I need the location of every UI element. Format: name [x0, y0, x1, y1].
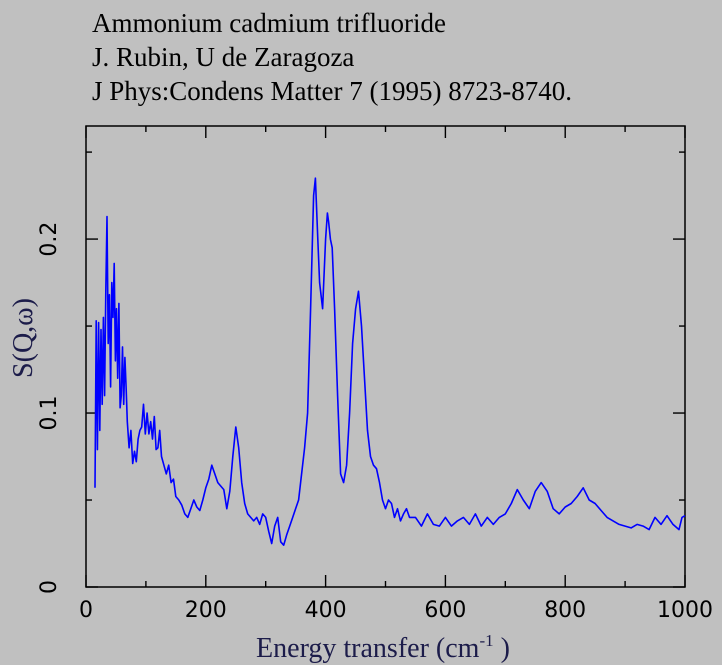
x-axis-label-main: Energy transfer (cm: [256, 633, 480, 664]
x-axis-label-superscript: -1: [479, 631, 493, 650]
x-tick-label: 800: [544, 598, 586, 623]
chart-subtitle-line-2: J Phys:Condens Matter 7 (1995) 8723-8740…: [92, 76, 572, 106]
axis-ticks: [85, 126, 686, 588]
y-axis-label: S(Q,ω): [8, 298, 39, 378]
x-axis-label-end: ): [494, 633, 510, 664]
x-axis-label: Energy transfer (cm-1 ): [256, 631, 510, 664]
chart-title: Ammonium cadmium trifluoride: [92, 8, 446, 38]
x-tick-label: 600: [424, 598, 466, 623]
x-tick-label: 0: [79, 598, 93, 623]
x-tick-label: 400: [305, 598, 347, 623]
x-tick-label: 200: [185, 598, 227, 623]
plot-frame: [85, 125, 686, 588]
y-tick-label: 0.1: [37, 396, 62, 431]
chart-subtitle-line-1: J. Rubin, U de Zaragoza: [92, 42, 355, 72]
x-tick-label: 1000: [657, 598, 713, 623]
y-tick-label: 0: [37, 580, 62, 594]
y-tick-label: 0.2: [37, 222, 62, 257]
series-line: [94, 177, 686, 546]
